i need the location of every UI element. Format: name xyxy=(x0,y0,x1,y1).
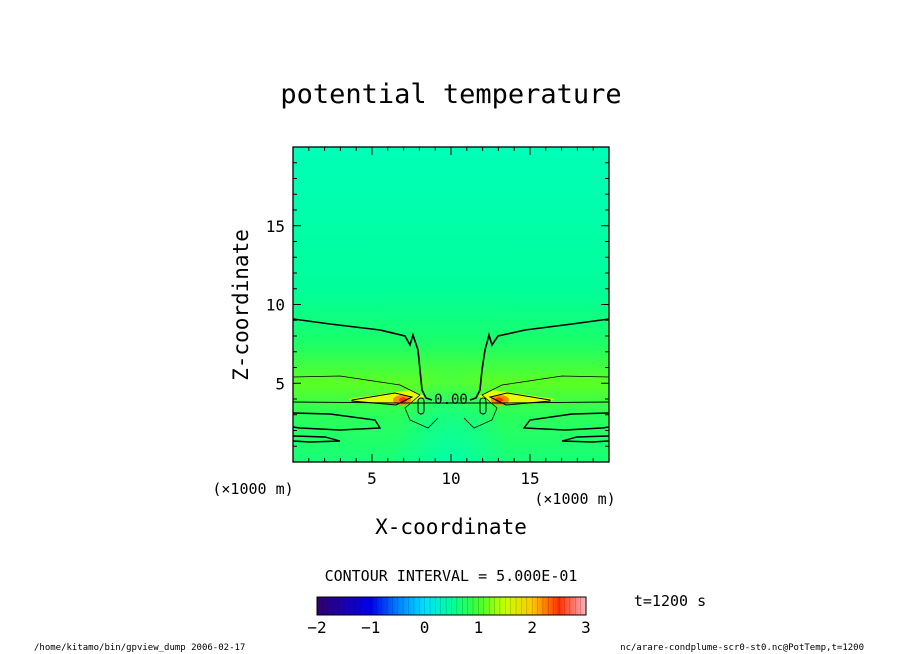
contour-closed-right xyxy=(479,397,487,415)
contour-zero-right xyxy=(469,318,609,401)
contour-horizontal xyxy=(293,401,609,404)
y-tick-label: 5 xyxy=(275,374,285,393)
y-axis-label: Z-coordinate xyxy=(229,229,253,381)
contour-low-left-1 xyxy=(293,412,382,431)
y-axis-unit: (×1000 m) xyxy=(212,480,293,498)
y-tick-label: 15 xyxy=(266,217,285,236)
x-axis-ticks xyxy=(308,147,594,462)
y-axis-tick-labels: 5 10 15 xyxy=(266,217,285,394)
chart-title: potential temperature xyxy=(280,79,621,110)
colorbar-tick-label: −1 xyxy=(361,618,380,637)
footer-right: nc/arare-condplume-scr0-st0.nc@PotTemp,t… xyxy=(620,643,864,653)
x-tick-label: 10 xyxy=(441,469,460,488)
x-tick-label: 15 xyxy=(520,469,539,488)
hot-center-left xyxy=(399,397,407,403)
colorbar-tick-label: −2 xyxy=(307,618,326,637)
contour-core-right xyxy=(488,392,551,406)
colorbar: −2 −1 0 1 2 3 xyxy=(307,596,591,637)
x-axis-unit: (×1000 m) xyxy=(534,490,615,508)
y-axis-ticks xyxy=(293,162,609,447)
colorbar-tick-label: 0 xyxy=(420,618,430,637)
contour-low-right-2 xyxy=(561,435,609,443)
contour-interval: CONTOUR INTERVAL = 5.000E-01 xyxy=(325,567,578,585)
contour-warm-right xyxy=(463,375,609,429)
colorbar-tick-label: 2 xyxy=(527,618,537,637)
x-axis-label: X-coordinate xyxy=(375,515,527,539)
colorbar-fill xyxy=(316,596,587,616)
contour-zero-left xyxy=(293,318,433,401)
x-tick-label: 5 xyxy=(367,469,377,488)
plot-area: 0.00 xyxy=(293,147,609,462)
contour-closed-left xyxy=(417,397,425,415)
contour-label: 0.00 xyxy=(434,392,468,408)
colorbar-tick-label: 1 xyxy=(474,618,484,637)
contour-low-left-2 xyxy=(293,435,341,443)
contour-warm-left xyxy=(293,375,439,429)
colorbar-tick-labels: −2 −1 0 1 2 3 xyxy=(307,618,590,637)
contour-core-left xyxy=(351,392,414,406)
y-tick-label: 10 xyxy=(266,296,285,315)
time-label: t=1200 s xyxy=(634,592,706,610)
footer-left: /home/kitamo/bin/gpview_dump 2006-02-17 xyxy=(34,643,245,653)
colorbar-segments xyxy=(316,597,587,615)
x-axis-tick-labels: 5 10 15 xyxy=(367,469,539,488)
colorbar-tick-label: 3 xyxy=(581,618,591,637)
central-plume xyxy=(391,310,511,462)
hot-center-right xyxy=(495,397,503,403)
contour-low-right-1 xyxy=(522,412,609,431)
